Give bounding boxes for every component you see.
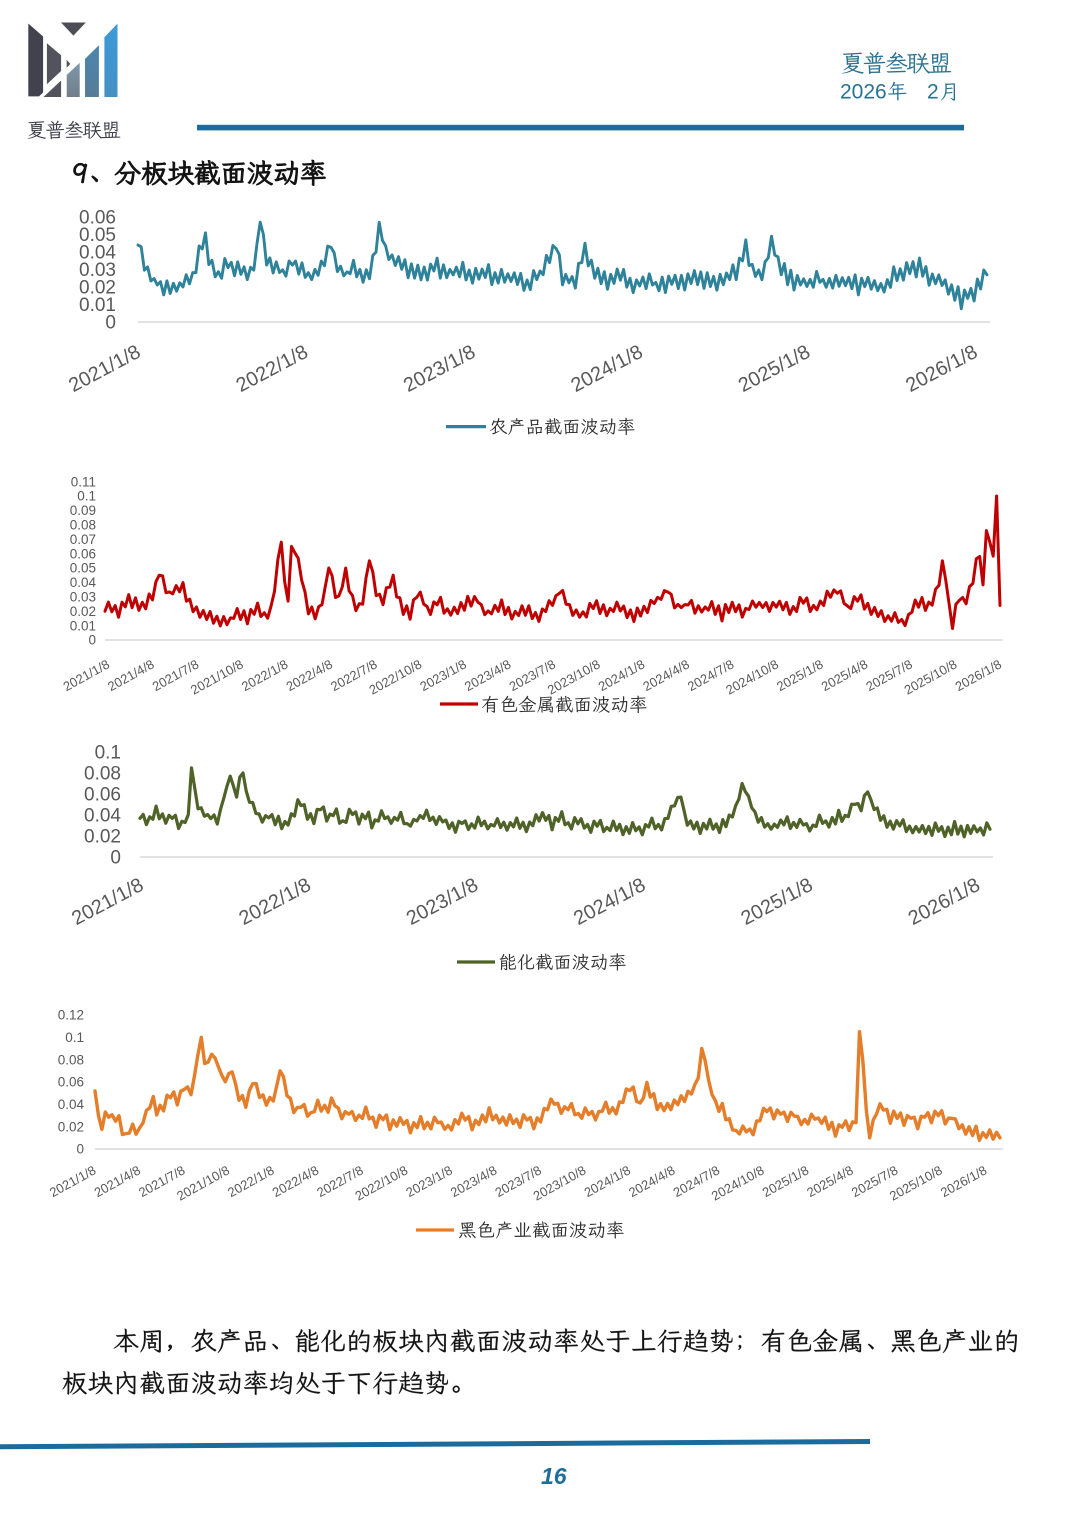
svg-text:0.02: 0.02: [58, 1119, 84, 1134]
svg-text:0.1: 0.1: [77, 489, 96, 504]
svg-text:0.06: 0.06: [70, 546, 96, 561]
svg-text:0.1: 0.1: [95, 743, 121, 764]
svg-text:0.04: 0.04: [70, 575, 97, 590]
svg-text:0.02: 0.02: [70, 604, 96, 619]
svg-text:0.08: 0.08: [84, 764, 121, 785]
svg-text:0.06: 0.06: [58, 1075, 84, 1090]
svg-text:2026: 2026: [840, 81, 887, 104]
svg-text:0.04: 0.04: [58, 1097, 85, 1112]
svg-text:0.04: 0.04: [84, 806, 121, 827]
svg-text:0.11: 0.11: [71, 474, 96, 489]
svg-text:0.04: 0.04: [79, 243, 116, 264]
svg-text:0: 0: [105, 313, 116, 334]
svg-text:0.03: 0.03: [79, 260, 116, 281]
svg-text:0.01: 0.01: [70, 618, 96, 633]
svg-text:0.03: 0.03: [70, 590, 96, 605]
svg-text:2: 2: [927, 81, 939, 104]
svg-text:0: 0: [76, 1142, 84, 1157]
svg-text:0.08: 0.08: [70, 518, 96, 533]
svg-text:0.12: 0.12: [58, 1008, 84, 1023]
svg-text:0.07: 0.07: [70, 532, 96, 547]
svg-text:0.02: 0.02: [79, 278, 116, 299]
svg-text:0.08: 0.08: [58, 1052, 84, 1067]
svg-text:0.09: 0.09: [70, 503, 96, 518]
svg-text:0.06: 0.06: [84, 785, 121, 806]
svg-text:0: 0: [88, 633, 96, 648]
svg-text:0.05: 0.05: [79, 225, 116, 246]
svg-text:0.01: 0.01: [79, 295, 116, 316]
svg-text:0: 0: [110, 848, 121, 869]
svg-text:16: 16: [541, 1463, 567, 1489]
svg-text:0.06: 0.06: [79, 208, 116, 229]
svg-text:0.1: 0.1: [65, 1030, 84, 1045]
svg-text:0.02: 0.02: [84, 827, 121, 848]
svg-text:0.05: 0.05: [70, 561, 96, 576]
